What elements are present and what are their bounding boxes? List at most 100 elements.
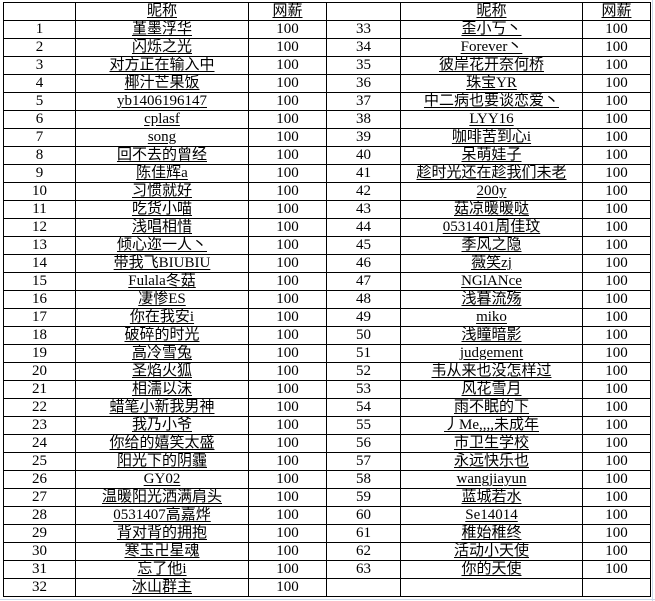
nickname-cell[interactable]: 堇墨浮华 xyxy=(75,20,249,39)
nickname-cell[interactable]: 韦从来也没怎样过 xyxy=(400,362,583,381)
row-number-cell[interactable]: 24 xyxy=(3,434,76,453)
row-number-cell[interactable]: 26 xyxy=(3,470,76,489)
nickname-cell[interactable]: wangjiayun xyxy=(400,470,583,489)
header-cell-salary[interactable]: 网薪 xyxy=(248,2,327,21)
nickname-cell[interactable]: 永远快乐也 xyxy=(400,452,583,471)
salary-cell[interactable]: 100 xyxy=(248,110,327,129)
salary-cell[interactable]: 100 xyxy=(248,488,327,507)
salary-cell[interactable]: 100 xyxy=(582,416,651,435)
nickname-cell[interactable]: 浅暮流殇 xyxy=(400,290,583,309)
nickname-cell[interactable]: 蓝城若水 xyxy=(400,488,583,507)
row-number-cell[interactable]: 27 xyxy=(3,488,76,507)
salary-cell[interactable]: 100 xyxy=(582,326,651,345)
salary-cell[interactable]: 100 xyxy=(582,452,651,471)
salary-cell[interactable]: 100 xyxy=(582,560,651,579)
nickname-cell[interactable]: 对方正在输入中 xyxy=(75,56,249,75)
nickname-cell[interactable]: 0531401周佳玟 xyxy=(400,218,583,237)
salary-cell[interactable]: 100 xyxy=(582,362,651,381)
nickname-cell[interactable]: 椰汁芒果饭 xyxy=(75,74,249,93)
salary-cell[interactable]: 100 xyxy=(248,254,327,273)
row-number-cell[interactable]: 32 xyxy=(3,578,76,597)
salary-cell[interactable]: 100 xyxy=(248,128,327,147)
nickname-cell[interactable]: judgement xyxy=(400,344,583,363)
nickname-cell[interactable]: 咖啡苦到心i xyxy=(400,128,583,147)
row-number-cell[interactable]: 33 xyxy=(326,20,401,39)
nickname-cell[interactable]: 回不去的曾经 xyxy=(75,146,249,165)
salary-cell[interactable]: 100 xyxy=(248,506,327,525)
nickname-cell[interactable]: 中二病也要谈恋爱丶 xyxy=(400,92,583,111)
nickname-cell[interactable]: 0531407高嘉烨 xyxy=(75,506,249,525)
salary-cell[interactable]: 100 xyxy=(582,470,651,489)
nickname-cell[interactable]: 背对背的拥抱 xyxy=(75,524,249,543)
nickname-cell[interactable]: 圣焰火狐 xyxy=(75,362,249,381)
salary-cell[interactable]: 100 xyxy=(248,290,327,309)
salary-cell[interactable]: 100 xyxy=(582,506,651,525)
row-number-cell[interactable]: 18 xyxy=(3,326,76,345)
header-cell-salary[interactable]: 网薪 xyxy=(582,2,651,21)
nickname-cell[interactable]: 闪烁之光 xyxy=(75,38,249,57)
row-number-cell[interactable]: 36 xyxy=(326,74,401,93)
row-number-cell[interactable]: 10 xyxy=(3,182,76,201)
salary-cell[interactable]: 100 xyxy=(248,542,327,561)
nickname-cell[interactable]: 季风之隐 xyxy=(400,236,583,255)
row-number-cell[interactable]: 45 xyxy=(326,236,401,255)
row-number-cell[interactable]: 54 xyxy=(326,398,401,417)
salary-cell[interactable]: 100 xyxy=(248,308,327,327)
nickname-cell[interactable]: 菇凉暖暖哒 xyxy=(400,200,583,219)
row-number-cell[interactable]: 49 xyxy=(326,308,401,327)
row-number-cell[interactable]: 22 xyxy=(3,398,76,417)
salary-cell[interactable]: 100 xyxy=(582,74,651,93)
row-number-cell[interactable]: 60 xyxy=(326,506,401,525)
row-number-cell[interactable]: 6 xyxy=(3,110,76,129)
salary-cell[interactable]: 100 xyxy=(582,434,651,453)
nickname-cell[interactable]: 倾心迩一人丶 xyxy=(75,236,249,255)
nickname-cell[interactable]: Forever丶 xyxy=(400,38,583,57)
nickname-cell[interactable]: 浅瞳暗影 xyxy=(400,326,583,345)
salary-cell[interactable]: 100 xyxy=(248,578,327,597)
salary-cell[interactable]: 100 xyxy=(248,236,327,255)
row-number-cell[interactable]: 9 xyxy=(3,164,76,183)
salary-cell[interactable]: 100 xyxy=(582,182,651,201)
nickname-cell[interactable]: 阳光下的阴霾 xyxy=(75,452,249,471)
salary-cell[interactable]: 100 xyxy=(248,74,327,93)
row-number-cell[interactable]: 8 xyxy=(3,146,76,165)
row-number-cell[interactable]: 37 xyxy=(326,92,401,111)
salary-cell[interactable]: 100 xyxy=(248,560,327,579)
header-cell-blank[interactable] xyxy=(3,2,76,21)
nickname-cell[interactable]: 忘了他i xyxy=(75,560,249,579)
nickname-cell[interactable]: 活动小天使 xyxy=(400,542,583,561)
row-number-cell[interactable]: 51 xyxy=(326,344,401,363)
row-number-cell[interactable] xyxy=(326,578,401,597)
salary-cell[interactable]: 100 xyxy=(582,398,651,417)
nickname-cell[interactable]: 你给的嬉笑太盛 xyxy=(75,434,249,453)
salary-cell[interactable]: 100 xyxy=(582,128,651,147)
nickname-cell[interactable]: 呆萌娃子 xyxy=(400,146,583,165)
row-number-cell[interactable]: 52 xyxy=(326,362,401,381)
salary-cell[interactable]: 100 xyxy=(582,200,651,219)
salary-cell[interactable]: 100 xyxy=(582,218,651,237)
nickname-cell[interactable]: 温暖阳光洒满肩头 xyxy=(75,488,249,507)
nickname-cell[interactable]: 丿Me,,,,未成年 xyxy=(400,416,583,435)
nickname-cell[interactable]: 市卫生学校 xyxy=(400,434,583,453)
row-number-cell[interactable]: 42 xyxy=(326,182,401,201)
row-number-cell[interactable]: 57 xyxy=(326,452,401,471)
row-number-cell[interactable]: 14 xyxy=(3,254,76,273)
nickname-cell[interactable]: 趁时光还在趁我们未老 xyxy=(400,164,583,183)
nickname-cell[interactable]: 冰山群主 xyxy=(75,578,249,597)
row-number-cell[interactable]: 20 xyxy=(3,362,76,381)
row-number-cell[interactable]: 23 xyxy=(3,416,76,435)
salary-cell[interactable]: 100 xyxy=(248,164,327,183)
nickname-cell[interactable]: 风花雪月 xyxy=(400,380,583,399)
row-number-cell[interactable]: 29 xyxy=(3,524,76,543)
row-number-cell[interactable]: 19 xyxy=(3,344,76,363)
nickname-cell[interactable]: miko xyxy=(400,308,583,327)
row-number-cell[interactable]: 7 xyxy=(3,128,76,147)
salary-cell[interactable]: 100 xyxy=(582,290,651,309)
salary-cell[interactable]: 100 xyxy=(582,110,651,129)
salary-cell[interactable]: 100 xyxy=(582,20,651,39)
salary-cell[interactable]: 100 xyxy=(582,308,651,327)
row-number-cell[interactable]: 59 xyxy=(326,488,401,507)
row-number-cell[interactable]: 48 xyxy=(326,290,401,309)
nickname-cell[interactable]: 带我飞BIUBIU xyxy=(75,254,249,273)
row-number-cell[interactable]: 28 xyxy=(3,506,76,525)
